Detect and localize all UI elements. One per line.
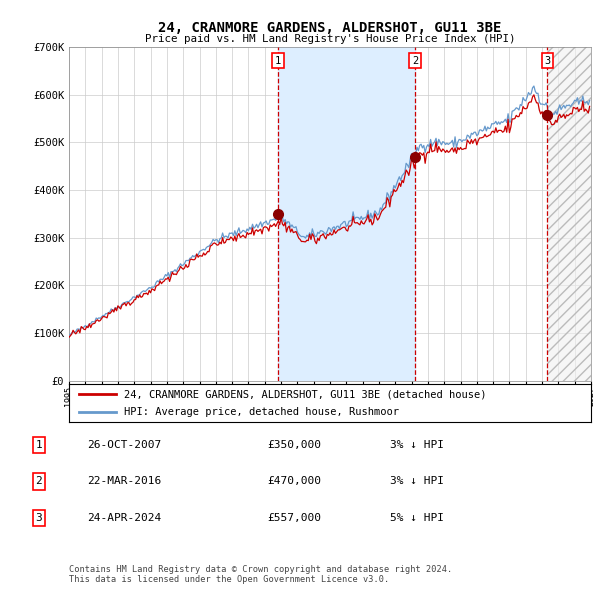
Text: 3: 3 <box>544 55 550 65</box>
Text: HPI: Average price, detached house, Rushmoor: HPI: Average price, detached house, Rush… <box>124 407 399 417</box>
Text: 3: 3 <box>35 513 43 523</box>
Bar <box>547 47 591 381</box>
Text: 3% ↓ HPI: 3% ↓ HPI <box>390 477 444 486</box>
Text: 1: 1 <box>35 440 43 450</box>
Text: 2: 2 <box>412 55 418 65</box>
Text: 24, CRANMORE GARDENS, ALDERSHOT, GU11 3BE: 24, CRANMORE GARDENS, ALDERSHOT, GU11 3B… <box>158 21 502 35</box>
Text: Contains HM Land Registry data © Crown copyright and database right 2024.
This d: Contains HM Land Registry data © Crown c… <box>69 565 452 584</box>
Bar <box>547 47 591 381</box>
Text: Price paid vs. HM Land Registry's House Price Index (HPI): Price paid vs. HM Land Registry's House … <box>145 34 515 44</box>
Text: 24-APR-2024: 24-APR-2024 <box>87 513 161 523</box>
Bar <box>278 47 415 381</box>
Text: 1: 1 <box>275 55 281 65</box>
Text: 2: 2 <box>35 477 43 486</box>
Text: 26-OCT-2007: 26-OCT-2007 <box>87 440 161 450</box>
Text: 24, CRANMORE GARDENS, ALDERSHOT, GU11 3BE (detached house): 24, CRANMORE GARDENS, ALDERSHOT, GU11 3B… <box>124 389 487 399</box>
Text: £350,000: £350,000 <box>267 440 321 450</box>
Text: £557,000: £557,000 <box>267 513 321 523</box>
Text: 3% ↓ HPI: 3% ↓ HPI <box>390 440 444 450</box>
Text: 22-MAR-2016: 22-MAR-2016 <box>87 477 161 486</box>
Text: 5% ↓ HPI: 5% ↓ HPI <box>390 513 444 523</box>
Text: £470,000: £470,000 <box>267 477 321 486</box>
